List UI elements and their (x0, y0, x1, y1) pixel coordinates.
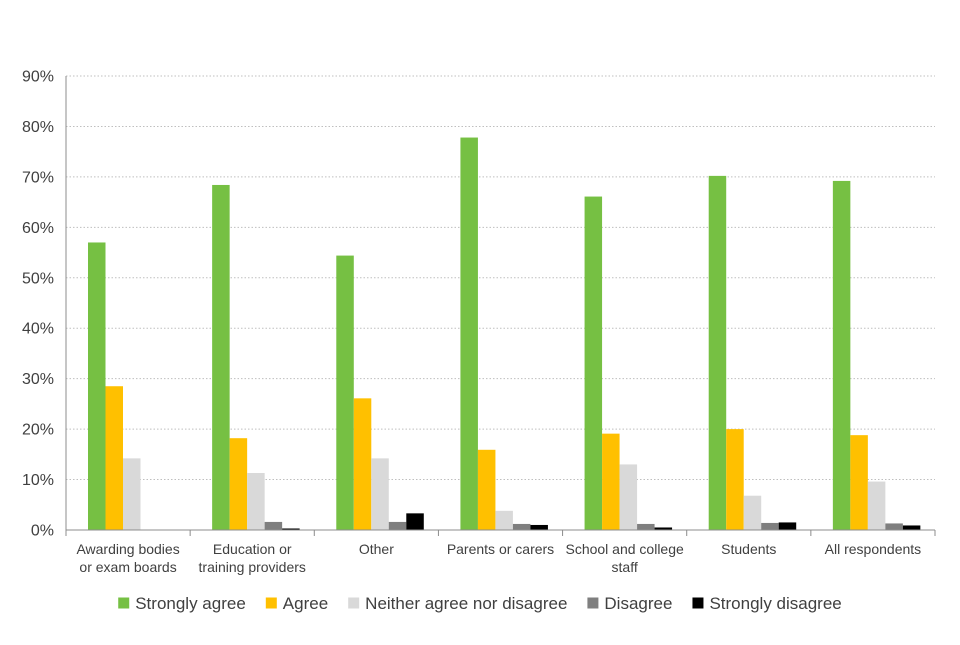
y-tick-label: 30% (22, 371, 54, 388)
legend-label: Strongly disagree (709, 594, 841, 613)
legend-item-agree: Agree (265, 594, 328, 613)
bar-strongly-disagree (406, 513, 424, 530)
y-tick-label: 40% (22, 321, 54, 338)
bar-strongly-agree (708, 175, 727, 530)
bar-agree (726, 429, 744, 530)
bar-disagree (637, 523, 655, 530)
legend-item-strongly-agree: Strongly agree (118, 594, 246, 613)
bar-neither-agree-nor-disagree (743, 495, 762, 530)
y-axis-ticks: 0% 10% 20% 30% 40% 50% 60% 70% 80% 90% (22, 69, 54, 540)
bar-strongly-disagree (282, 528, 300, 530)
legend-label: Neither agree nor disagree (365, 594, 567, 613)
x-category-label: Awarding bodies or exam boards (76, 541, 179, 575)
x-category-label: Education or training providers (199, 541, 306, 575)
bar-agree (477, 449, 496, 530)
legend-item-disagree: Disagree (587, 594, 672, 613)
bar-disagree (388, 521, 407, 530)
y-tick-label: 0% (31, 523, 54, 540)
x-category-label: Parents or carers (447, 541, 554, 557)
bar-strongly-agree (88, 242, 106, 530)
axes (65, 76, 936, 536)
y-tick-label: 20% (22, 422, 54, 439)
bars (88, 137, 921, 531)
x-category-label: All respondents (825, 541, 922, 557)
legend: Strongly agree Agree Neither agree nor dis… (118, 594, 842, 613)
legend-label: Agree (283, 594, 328, 613)
x-category-label: Other (359, 541, 394, 557)
bar-disagree (512, 523, 531, 530)
bar-neither-agree-nor-disagree (247, 473, 265, 530)
y-tick-label: 10% (22, 472, 54, 489)
bar-strongly-agree (832, 180, 851, 531)
y-tick-label: 60% (22, 220, 54, 237)
legend-swatch (118, 597, 130, 609)
bar-disagree (761, 522, 779, 530)
bar-strongly-disagree (530, 524, 548, 530)
bar-agree (602, 433, 620, 530)
legend-item-strongly-disagree: Strongly disagree (692, 594, 842, 613)
x-category-label: Students (721, 541, 776, 557)
legend-swatch (265, 597, 277, 609)
bar-agree (353, 398, 372, 530)
bar-strongly-disagree (778, 522, 797, 530)
bar-neither-agree-nor-disagree (619, 464, 638, 530)
bar-disagree (885, 523, 903, 530)
bar-disagree (264, 521, 283, 530)
legend-item-neither-agree-nor-disagree: Neither agree nor disagree (348, 594, 567, 613)
bar-agree (105, 386, 123, 530)
bar-strongly-agree (584, 196, 603, 530)
legend-swatch (692, 597, 704, 609)
bar-agree (850, 435, 868, 530)
bar-neither-agree-nor-disagree (495, 510, 513, 530)
bar-strongly-agree (336, 255, 354, 530)
gridlines (66, 75, 935, 481)
bar-strongly-disagree (902, 525, 921, 530)
y-tick-label: 90% (22, 69, 54, 86)
y-tick-label: 50% (22, 270, 54, 287)
legend-label: Disagree (604, 594, 672, 613)
bar-agree (229, 438, 248, 530)
legend-label: Strongly agree (135, 594, 246, 613)
bar-strongly-disagree (654, 527, 673, 530)
bar-strongly-agree (460, 137, 478, 531)
legend-swatch (587, 597, 599, 609)
bar-neither-agree-nor-disagree (371, 458, 389, 530)
x-category-label: School and college staff (565, 541, 684, 575)
legend-swatch (348, 597, 360, 609)
y-tick-label: 80% (22, 119, 54, 136)
bar-neither-agree-nor-disagree (867, 481, 886, 530)
x-axis-labels: Awarding bodies or exam boards Education o… (76, 541, 921, 575)
bar-strongly-agree (212, 184, 230, 530)
bar-neither-agree-nor-disagree (123, 458, 141, 530)
y-tick-label: 70% (22, 169, 54, 186)
